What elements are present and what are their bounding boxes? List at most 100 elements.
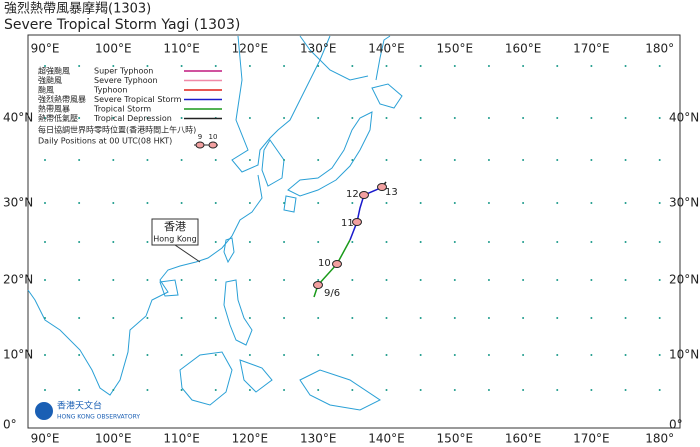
track-label: 12 <box>346 189 359 200</box>
logo: 香港天文台 HONG KONG OBSERVATORY <box>35 400 140 421</box>
grid-dot <box>317 159 320 161</box>
track-ts <box>313 239 351 298</box>
grid-dot <box>44 279 46 281</box>
grid-dot <box>522 65 525 67</box>
grid-dot <box>351 159 354 161</box>
grid-dot <box>283 279 286 281</box>
map-frame <box>27 34 681 429</box>
grid-dot <box>283 202 286 204</box>
grid-dot <box>453 117 456 119</box>
grid-dot <box>180 317 183 319</box>
grid-dot <box>317 317 320 319</box>
lat-label-left: 30°N <box>3 196 33 210</box>
grid-dot <box>487 279 490 281</box>
grid-dot <box>453 354 456 356</box>
grid-dot <box>112 317 115 319</box>
lat-label-right: 0° <box>669 418 683 432</box>
grid-dot <box>658 159 661 161</box>
grid-dot <box>283 65 286 67</box>
grid-dot <box>112 159 115 161</box>
grid-dot <box>453 317 456 319</box>
grid-dot <box>487 65 490 67</box>
grid-dot <box>590 202 593 204</box>
grid-dot <box>658 202 661 204</box>
grid-dot <box>453 389 456 391</box>
legend-zh: 強颱風 <box>38 75 62 85</box>
grid-dot <box>180 65 183 67</box>
lon-label-top: 100°E <box>95 42 132 56</box>
track-points: 9/6 10 11 12 13 <box>313 183 398 299</box>
grid-dot <box>214 279 217 281</box>
grid-dot <box>522 389 525 391</box>
grid-dot <box>487 202 490 204</box>
legend-sample-point <box>195 141 205 149</box>
grid-dot <box>624 117 627 119</box>
grid-dot <box>214 317 217 319</box>
grid-dot <box>351 65 354 67</box>
track-point <box>313 281 323 289</box>
grid-dot <box>522 317 525 319</box>
title-en: Severe Tropical Storm Yagi (1303) <box>4 17 240 33</box>
legend-en: Super Typhoon <box>94 67 153 76</box>
lat-label-left: 0° <box>3 418 17 432</box>
grid-dot <box>317 117 320 119</box>
legend: 超強颱風 Super Typhoon 強颱風 Severe Typhoon 颱風 Typh… <box>38 66 222 149</box>
lon-label-top: 150°E <box>437 42 474 56</box>
grid-dot <box>214 202 217 204</box>
legend-en: Tropical Storm <box>93 105 151 114</box>
grid-dot <box>112 241 115 243</box>
grid-dot <box>419 317 422 319</box>
coastlines <box>27 35 403 411</box>
grid-dot <box>624 317 627 319</box>
grid-dot <box>487 354 490 356</box>
grid-dot <box>351 241 354 243</box>
lat-label-right: 20°N <box>669 273 699 287</box>
grid-dot <box>44 117 46 119</box>
grid-dot <box>44 241 46 243</box>
grid-dot <box>487 389 490 391</box>
grid-dot <box>146 65 149 67</box>
lat-label-left: 20°N <box>3 273 33 287</box>
grid-dot <box>658 279 661 281</box>
grid-dot <box>590 65 593 67</box>
grid-dot <box>248 354 251 356</box>
grid-dot <box>487 117 490 119</box>
grid-dot <box>78 389 81 391</box>
grid-dot <box>590 117 593 119</box>
grid-dot <box>44 317 46 319</box>
title-zh: 強烈熱帶風暴摩羯(1303) <box>4 1 151 17</box>
grid-dot <box>248 389 251 391</box>
grid-dot <box>624 279 627 281</box>
grid-dot <box>248 202 251 204</box>
grid-dot <box>419 389 422 391</box>
grid-dot <box>522 117 525 119</box>
grid-dot <box>658 354 661 356</box>
legend-zh: 熱帶風暴 <box>38 104 70 114</box>
lon-label-top: 120°E <box>232 42 269 56</box>
grid-dot <box>214 354 217 356</box>
grid-dot <box>556 117 559 119</box>
legend-sample-label: 9 <box>198 133 202 141</box>
track-point <box>332 260 342 268</box>
legend-note-zh: 每日協調世界時零時位置(香港時間上午八時) <box>38 125 196 135</box>
grid-dot <box>556 241 559 243</box>
grid-dot <box>146 202 149 204</box>
logo-mark <box>35 402 53 420</box>
grid-dot <box>556 317 559 319</box>
legend-sample-point <box>208 141 218 149</box>
track-label: 13 <box>385 187 398 198</box>
grid-dot <box>658 65 661 67</box>
grid-dot <box>658 241 661 243</box>
grid-dot <box>385 241 388 243</box>
grid-dot <box>487 317 490 319</box>
grid-dot <box>283 317 286 319</box>
grid-dot <box>248 159 251 161</box>
grid-dot <box>590 354 593 356</box>
grid-dot <box>624 159 627 161</box>
grid-dot <box>556 159 559 161</box>
grid-dot <box>44 389 46 391</box>
grid-dot <box>78 354 81 356</box>
grid-dot <box>283 117 286 119</box>
lat-label-left: 10°N <box>3 348 33 362</box>
